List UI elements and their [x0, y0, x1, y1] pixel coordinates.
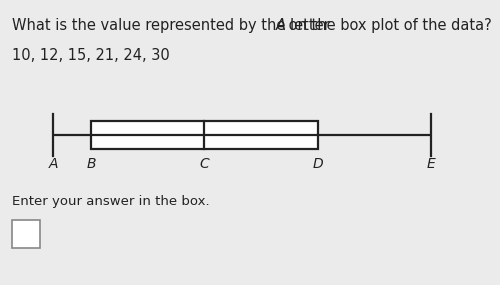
Text: A: A	[276, 18, 286, 33]
Bar	[91, 121, 318, 149]
Text: E: E	[426, 157, 435, 171]
Text: 10, 12, 15, 21, 24, 30: 10, 12, 15, 21, 24, 30	[12, 48, 170, 63]
Text: C: C	[200, 157, 209, 171]
Text: Enter your answer in the box.: Enter your answer in the box.	[12, 195, 209, 208]
Bar	[12, 220, 40, 248]
Text: B: B	[86, 157, 96, 171]
Text: on the box plot of the data?: on the box plot of the data?	[284, 18, 492, 33]
Text: D: D	[312, 157, 323, 171]
Text: A: A	[48, 157, 58, 171]
Text: What is the value represented by the letter: What is the value represented by the let…	[12, 18, 334, 33]
